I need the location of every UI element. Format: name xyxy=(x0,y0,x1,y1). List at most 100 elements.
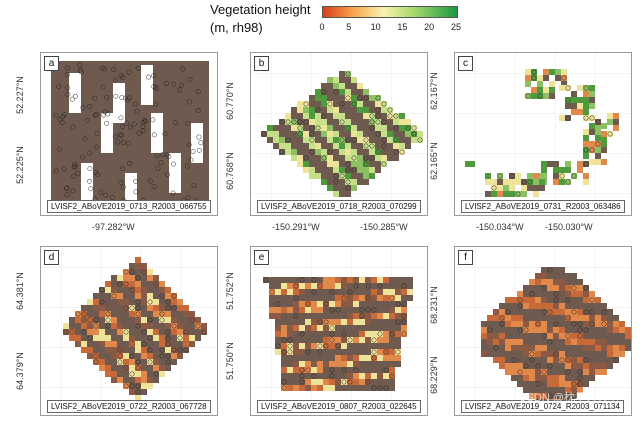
raster-cell xyxy=(365,367,371,373)
raster-cell xyxy=(321,89,327,95)
raster-cell xyxy=(335,373,341,379)
raster-cell xyxy=(275,283,281,289)
raster-cell xyxy=(381,119,387,125)
raster-cell xyxy=(565,351,571,357)
raster-cell xyxy=(135,293,141,299)
raster-cell xyxy=(571,109,577,115)
raster-cell xyxy=(387,107,393,113)
raster-cell xyxy=(335,307,341,313)
panel-caption: LVISF2_ABoVE2019_0722_R2003_067728 xyxy=(47,400,211,413)
lidar-footprint xyxy=(303,101,309,107)
raster-cell xyxy=(287,331,293,337)
raster-cell xyxy=(135,335,141,341)
raster-cell xyxy=(517,327,523,333)
raster-cell xyxy=(523,333,529,339)
raster-cell xyxy=(75,323,81,329)
lidar-footprint xyxy=(371,349,377,355)
raster-cell xyxy=(111,353,117,359)
raster-cell xyxy=(559,297,565,303)
lidar-footprint xyxy=(559,357,565,363)
raster-cell xyxy=(577,369,583,375)
raster-cell xyxy=(111,371,117,377)
raster-cell xyxy=(281,343,287,349)
raster-cell xyxy=(511,315,517,321)
raster-cell xyxy=(329,283,335,289)
lidar-footprint xyxy=(381,101,387,107)
raster-cell xyxy=(339,125,345,131)
lidar-footprint xyxy=(160,152,165,157)
raster-cell xyxy=(571,303,577,309)
raster-cell xyxy=(147,353,153,359)
lidar-footprint xyxy=(375,149,381,155)
raster-cell xyxy=(365,313,371,319)
lidar-footprint xyxy=(577,369,583,375)
raster-cell xyxy=(565,285,571,291)
raster-cell xyxy=(377,367,383,373)
lidar-footprint xyxy=(93,317,99,323)
raster-cell xyxy=(359,337,365,343)
raster-cell xyxy=(287,325,293,331)
raster-cell xyxy=(329,295,335,301)
raster-cell xyxy=(401,289,407,295)
raster-cell xyxy=(571,321,577,327)
lidar-footprint xyxy=(365,283,371,289)
lidar-footprint xyxy=(113,93,119,99)
lidar-footprint xyxy=(371,337,377,343)
raster-cell xyxy=(565,279,571,285)
raster-cell xyxy=(481,339,487,345)
raster-cell xyxy=(583,369,589,375)
raster-cell xyxy=(595,141,601,147)
lidar-footprint xyxy=(94,144,99,150)
raster-cell xyxy=(81,341,87,347)
raster-cell xyxy=(117,287,123,293)
raster-cell xyxy=(583,351,589,357)
raster-cell xyxy=(321,161,327,167)
raster-cell xyxy=(395,301,401,307)
raster-cell xyxy=(347,307,353,313)
raster-cell xyxy=(395,307,401,313)
raster-cell xyxy=(539,179,545,185)
raster-cell xyxy=(281,283,287,289)
lidar-footprint xyxy=(523,363,529,369)
lidar-footprint xyxy=(135,359,141,365)
raster-cell xyxy=(177,347,183,353)
raster-cell xyxy=(553,279,559,285)
raster-cell xyxy=(363,161,369,167)
raster-cell xyxy=(293,361,299,367)
lidar-footprint xyxy=(561,75,567,81)
lidar-footprint xyxy=(117,353,123,359)
lidar-footprint xyxy=(135,383,141,389)
raster-cell xyxy=(299,307,305,313)
raster-cell xyxy=(299,283,305,289)
lidar-footprint xyxy=(353,367,359,373)
lidar-footprint xyxy=(327,149,333,155)
raster-cell xyxy=(607,309,613,315)
raster-cell xyxy=(299,277,305,283)
raster-cell xyxy=(311,385,317,391)
lidar-footprint xyxy=(311,289,317,295)
raster-cell xyxy=(571,345,577,351)
raster-cell xyxy=(493,345,499,351)
raster-cell xyxy=(357,107,363,113)
lidar-footprint xyxy=(69,329,75,335)
raster-cell xyxy=(147,383,153,389)
raster-cell xyxy=(315,173,321,179)
grid-line xyxy=(475,53,476,215)
lidar-footprint xyxy=(347,379,353,385)
raster-cell xyxy=(565,97,571,103)
raster-cell xyxy=(287,277,293,283)
raster-cell xyxy=(533,179,539,185)
lidar-footprint xyxy=(565,85,571,91)
raster-cell xyxy=(389,343,395,349)
raster-cell xyxy=(565,321,571,327)
map-frame: e LVISF2_ABoVE2019_0807_R2003_022645 xyxy=(250,246,428,416)
raster-cell xyxy=(529,387,535,393)
lidar-footprint xyxy=(185,195,191,201)
raster-cell xyxy=(577,109,583,115)
raster-cell xyxy=(405,125,411,131)
raster-cell xyxy=(583,147,589,153)
raster-cell xyxy=(141,383,147,389)
raster-cell xyxy=(341,361,347,367)
raster-cell xyxy=(323,325,329,331)
raster-cell xyxy=(323,331,329,337)
